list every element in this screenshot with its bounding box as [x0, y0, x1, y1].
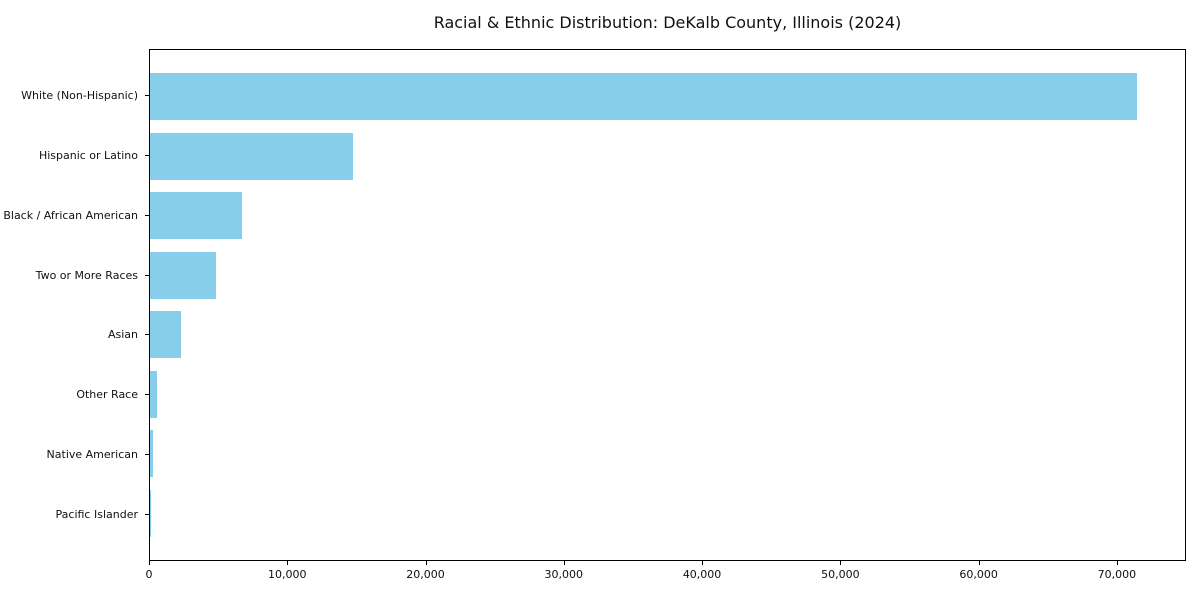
y-label-hispanic-or-latino: Hispanic or Latino [38, 149, 138, 163]
y-label-row-two-or-more-races: Two or More Races [0, 245, 149, 305]
y-label-white-non-hispanic: White (Non-Hispanic) [21, 89, 138, 103]
x-axis: 0 10,000 20,000 30,000 40,000 50,000 60,000 70,… [145, 561, 1186, 591]
x-tick-mark [978, 561, 980, 565]
y-label-row-asian: Asian [0, 305, 149, 365]
y-tick-mark [145, 155, 149, 157]
bar-series [150, 67, 1185, 543]
bar-native-american [150, 430, 154, 478]
y-label-row-hispanic-or-latino: Hispanic or Latino [0, 126, 149, 186]
x-tick-label-50000: 50,000 [821, 568, 860, 581]
bar-row-pacific-islander [150, 484, 1185, 544]
y-label-pacific-islander: Pacific Islander [55, 507, 138, 521]
x-tick-mark [563, 561, 565, 565]
y-label-asian: Asian [107, 328, 138, 342]
x-tick-mark [702, 561, 704, 565]
y-label-native-american: Native American [46, 447, 138, 461]
y-label-row-black-african-american: Black / African American [0, 186, 149, 246]
x-tick-label-30000: 30,000 [544, 568, 584, 581]
bar-row-white-non-hispanic [150, 67, 1185, 127]
bar-row-asian [150, 305, 1185, 365]
y-tick-mark [145, 513, 149, 515]
y-tick-mark [145, 214, 149, 216]
y-label-row-native-american: Native American [0, 425, 149, 485]
y-label-row-pacific-islander: Pacific Islander [0, 484, 149, 544]
bar-white-non-hispanic [150, 73, 1137, 121]
plot-area [149, 49, 1186, 561]
x-tick-label-0: 0 [145, 568, 153, 581]
y-label-row-white-non-hispanic: White (Non-Hispanic) [0, 66, 149, 126]
bar-other-race [150, 370, 157, 418]
bar-row-hispanic-or-latino [150, 127, 1185, 187]
bar-row-black-african-american [150, 186, 1185, 246]
y-label-other-race: Other Race [76, 388, 138, 402]
y-tick-mark [145, 394, 149, 396]
bar-hispanic-or-latino [150, 132, 353, 180]
y-tick-mark [145, 453, 149, 455]
bar-row-native-american [150, 424, 1185, 484]
x-tick-mark [1116, 561, 1118, 565]
x-tick-label-10000: 10,000 [268, 568, 307, 581]
chart-title: Racial & Ethnic Distribution: DeKalb Cou… [433, 13, 902, 32]
x-tick-label-60000: 60,000 [959, 568, 998, 581]
y-label-two-or-more-races: Two or More Races [35, 268, 138, 282]
x-tick-label-20000: 20,000 [406, 568, 445, 581]
bar-black-african-american [150, 192, 243, 240]
x-tick-mark [425, 561, 427, 565]
x-tick-mark [840, 561, 842, 565]
y-label-black-african-american: Black / African American [3, 208, 138, 222]
x-tick-mark [149, 561, 150, 565]
bar-two-or-more-races [150, 251, 217, 299]
y-label-row-other-race: Other Race [0, 365, 149, 425]
bar-row-two-or-more-races [150, 246, 1185, 306]
bar-asian [150, 311, 182, 359]
x-tick-mark [287, 561, 289, 565]
y-tick-mark [145, 274, 149, 276]
bar-row-other-race [150, 365, 1185, 425]
y-axis-labels: White (Non-Hispanic) Hispanic or Latino Bl… [0, 66, 149, 544]
x-tick-label-70000: 70,000 [1097, 568, 1137, 581]
y-tick-mark [145, 334, 149, 336]
x-tick-label-40000: 40,000 [682, 568, 722, 581]
y-tick-mark [145, 95, 149, 97]
